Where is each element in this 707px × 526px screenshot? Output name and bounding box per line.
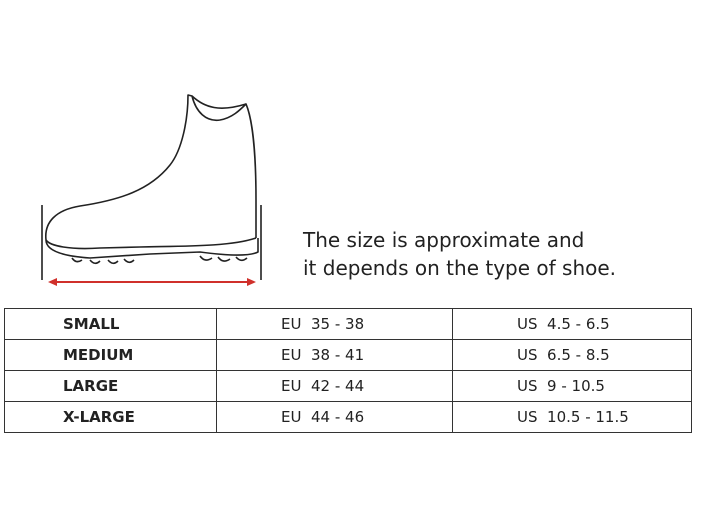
table-cell: EU 44 - 46 — [216, 401, 453, 433]
size-table: SMALL EU 35 - 38 US 4.5 - 6.5 MEDIUM EU 38 -… — [4, 308, 692, 433]
table-cell: US 4.5 - 6.5 — [452, 308, 692, 340]
table-cell: EU 42 - 44 — [216, 370, 453, 402]
table-row: MEDIUM EU 38 - 41 US 6.5 - 8.5 — [4, 339, 692, 371]
table-cell: X-LARGE — [4, 401, 217, 433]
note-line: it depends on the type of shoe. — [303, 256, 617, 280]
table-row: SMALL EU 35 - 38 US 4.5 - 6.5 — [4, 308, 692, 340]
table-cell: EU 35 - 38 — [216, 308, 453, 340]
note-line: The size is approximate and — [303, 228, 585, 252]
note: The size is approximate and it depends on… — [303, 226, 616, 282]
table-row: X-LARGE EU 44 - 46 US 10.5 - 11.5 — [4, 401, 692, 433]
table-cell: US 10.5 - 11.5 — [452, 401, 692, 433]
table-cell: MEDIUM — [4, 339, 217, 371]
table-cell: LARGE — [4, 370, 217, 402]
boot-illustration — [41, 94, 262, 286]
table-cell: SMALL — [4, 308, 217, 340]
table-cell: US 6.5 - 8.5 — [452, 339, 692, 371]
table-cell: EU 38 - 41 — [216, 339, 453, 371]
table-cell: US 9 - 10.5 — [452, 370, 692, 402]
table-row: LARGE EU 42 - 44 US 9 - 10.5 — [4, 370, 692, 402]
